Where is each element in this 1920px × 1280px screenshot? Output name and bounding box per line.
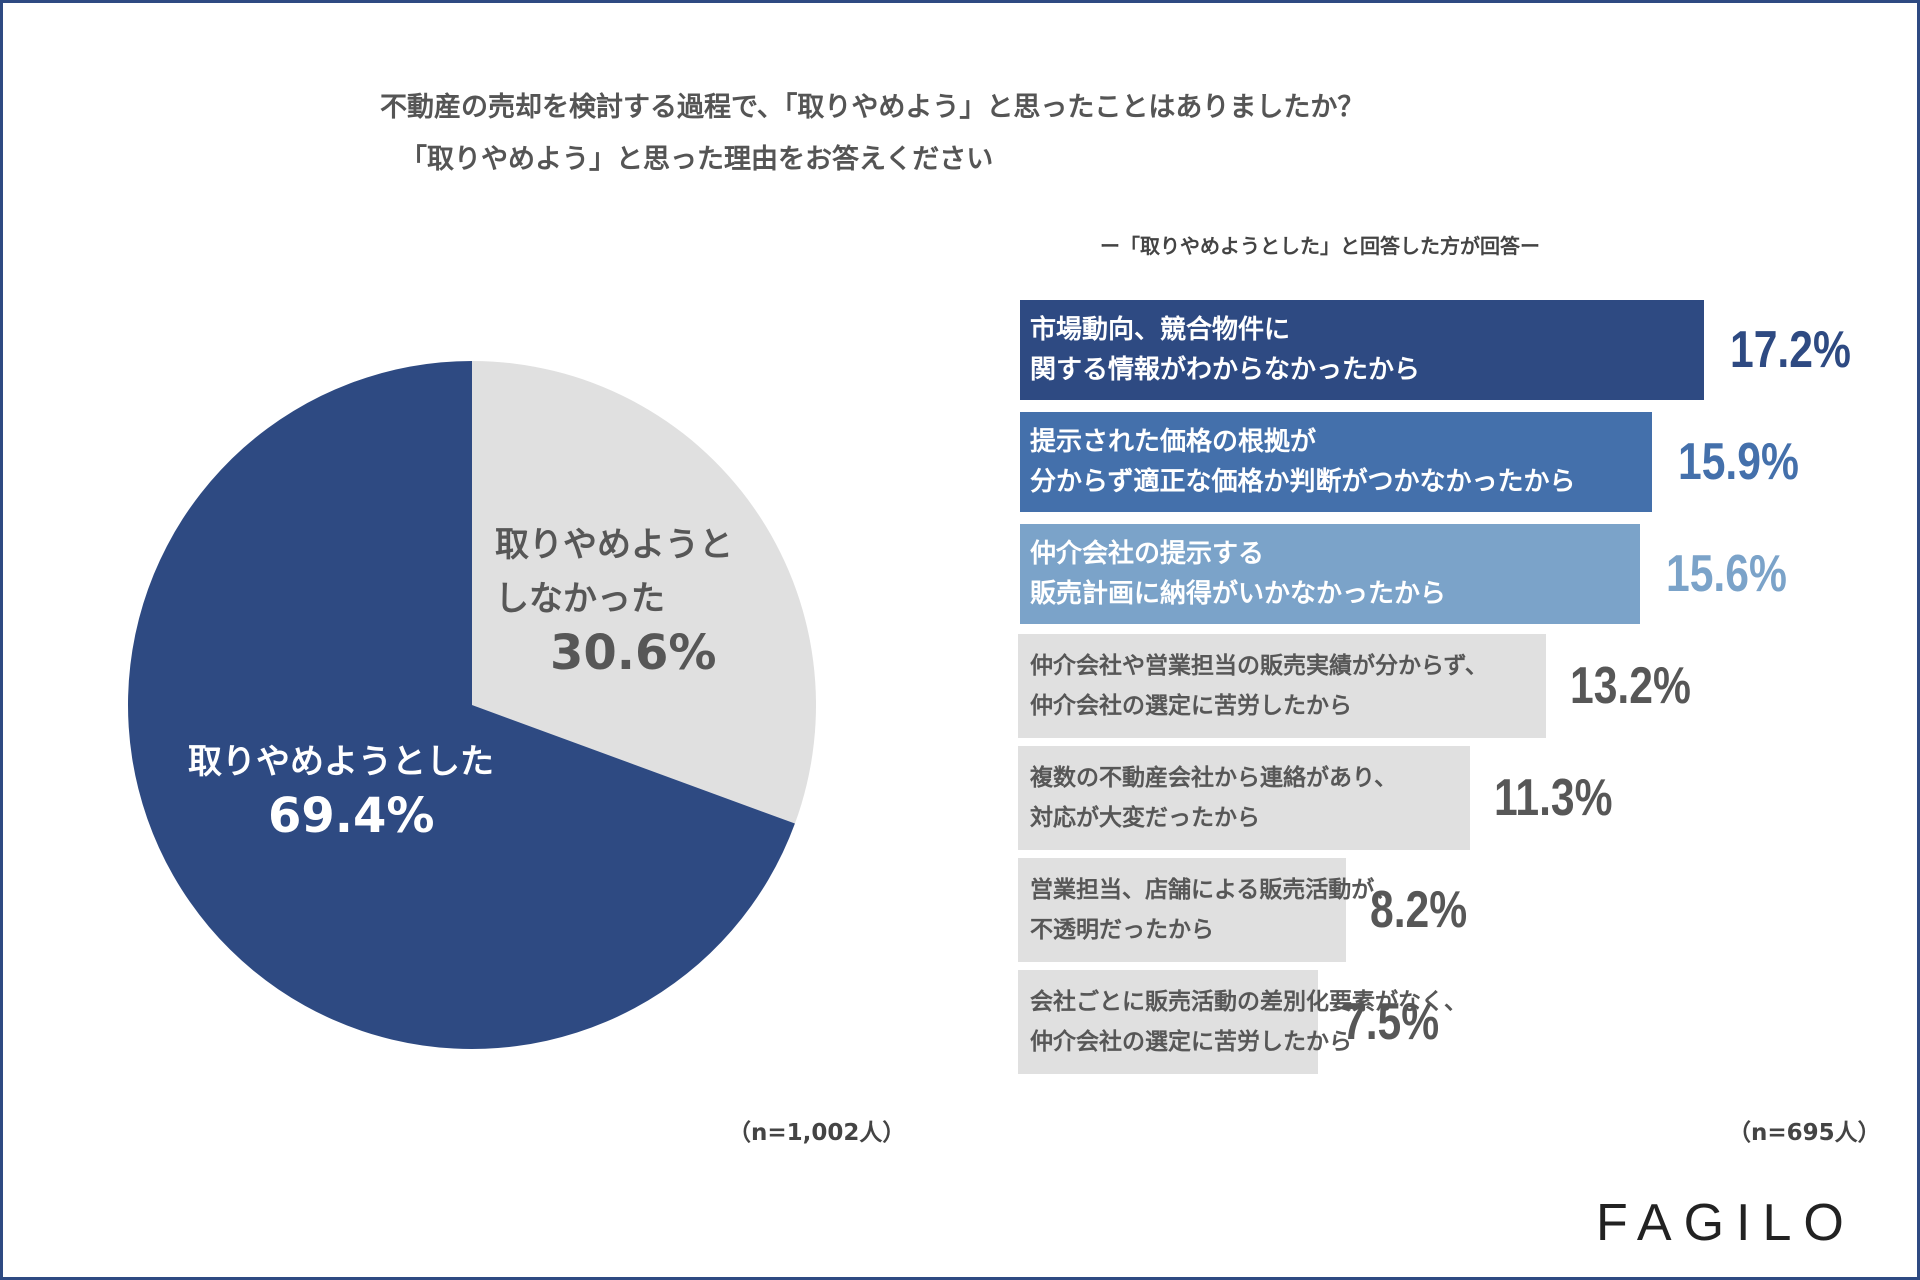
fagilo-logo: FAGILO — [1596, 1194, 1856, 1252]
bar-value-7: 7.5% — [1342, 993, 1440, 1051]
bar-label-2-line-2: 分からず適正な価格か判断がつかなかったから — [1030, 467, 1576, 497]
bar-label-4-line-1: 仲介会社や営業担当の販売実績が分からず、 — [1030, 653, 1488, 679]
bar-label-1-line-1: 市場動向、競合物件に — [1030, 315, 1291, 345]
bar-label-5: 複数の不動産会社から連絡があり、 対応が大変だったから — [1030, 758, 1397, 838]
bar-value-1: 17.2% — [1730, 321, 1851, 379]
pie-sample-size: （n=1,002人） — [728, 1120, 906, 1146]
bar-sample-size: （n=695人） — [1728, 1120, 1881, 1146]
bar-label-4-line-2: 仲介会社の選定に苦労したから — [1030, 693, 1352, 719]
bar-label-3-line-2: 販売計画に納得がいかなかったから — [1030, 579, 1447, 609]
bar-7 — [1018, 970, 1318, 1074]
bar-value-4: 13.2% — [1570, 657, 1691, 715]
bar-label-1-line-2: 関する情報がわからなかったから — [1030, 355, 1421, 385]
bar-1 — [1018, 298, 1706, 402]
bar-chart-subtitle: ー「取りやめようとした」と回答した方が回答ー — [1100, 234, 1540, 258]
bar-label-2: 提示された価格の根拠が分からず適正な価格か判断がつかなかったから — [1030, 422, 1575, 502]
bar-5 — [1018, 746, 1470, 850]
title-line-2: 「取りやめよう」と思った理由をお答えください — [400, 144, 994, 175]
pie-slice-not-cancel — [472, 361, 816, 824]
pie-value-not-cancel: 30.6% — [550, 625, 717, 681]
bar-label-7-line-2: 仲介会社の選定に苦労したから — [1030, 1029, 1352, 1055]
bar-value-2: 15.9% — [1678, 433, 1799, 491]
bar-label-5-line-2: 対応が大変だったから — [1030, 805, 1260, 831]
pie-label-cancel-line1: 取りやめようとした — [188, 742, 494, 782]
bar-label-3: 仲介会社の提示する販売計画に納得がいかなかったから — [1030, 534, 1446, 614]
bar-label-6-line-2: 不透明だったから — [1030, 917, 1214, 943]
bar-label-3-line-1: 仲介会社の提示する — [1030, 539, 1265, 569]
bar-label-5-line-1: 複数の不動産会社から連絡があり、 — [1030, 765, 1398, 791]
bar-label-7: 会社ごとに販売活動の差別化要素がなく、 仲介会社の選定に苦労したから — [1030, 982, 1467, 1062]
chart-title: 不動産の売却を検討する過程で、「取りやめよう」と思ったことはありましたか？ 「取… — [380, 82, 1680, 186]
bar-4 — [1018, 634, 1546, 738]
bar-value-3: 15.6% — [1666, 545, 1787, 603]
bar-2 — [1018, 410, 1654, 514]
bar-label-1: 市場動向、競合物件に関する情報がわからなかったから — [1030, 310, 1420, 390]
bar-label-6: 営業担当、店舗による販売活動が、 不透明だったから — [1030, 870, 1397, 950]
bar-6 — [1018, 858, 1346, 962]
title-line-1: 不動産の売却を検討する過程で、「取りやめよう」と思ったことはありましたか？ — [380, 92, 1365, 123]
bar-value-6: 8.2% — [1370, 881, 1468, 939]
bar-value-5: 11.3% — [1494, 769, 1613, 827]
pie-label-not-cancel: 取りやめようと しなかった 30.6% — [495, 518, 733, 680]
bar-label-6-line-1: 営業担当、店舗による販売活動が、 — [1030, 877, 1397, 903]
pie-value-cancel: 69.4% — [268, 788, 435, 844]
bar-label-7-line-1: 会社ごとに販売活動の差別化要素がなく、 — [1030, 989, 1467, 1015]
pie-label-not-cancel-line1: 取りやめようと — [495, 525, 733, 565]
pie-slice-cancel — [127, 361, 795, 1049]
bar-label-4: 仲介会社や営業担当の販売実績が分からず、 仲介会社の選定に苦労したから — [1030, 646, 1488, 726]
pie-label-cancel: 取りやめようとした 69.4% — [188, 735, 494, 843]
bar-label-2-line-1: 提示された価格の根拠が — [1030, 427, 1317, 457]
pie-label-not-cancel-line2: しなかった — [495, 579, 665, 619]
bar-3 — [1018, 522, 1642, 626]
